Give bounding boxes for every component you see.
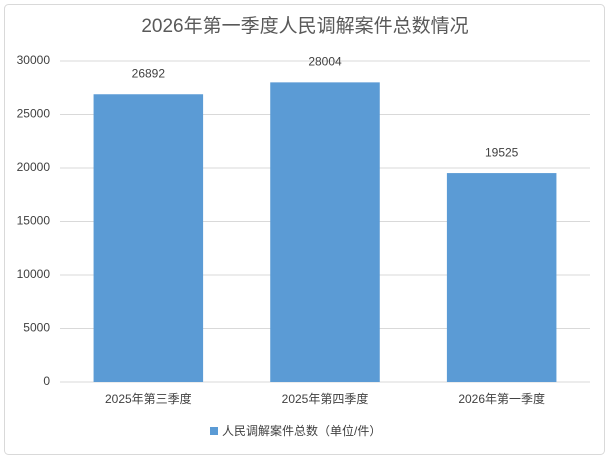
y-tick-label: 30000 <box>17 53 51 67</box>
bar <box>93 94 204 382</box>
legend-label: 人民调解案件总数（单位/件） <box>222 423 381 438</box>
y-tick-label: 10000 <box>17 267 51 281</box>
y-tick-label: 25000 <box>17 107 51 121</box>
y-tick-label: 0 <box>43 374 50 388</box>
data-label: 19525 <box>485 145 519 159</box>
x-tick-label: 2025年第三季度 <box>105 391 192 406</box>
bar <box>270 82 380 382</box>
y-tick-label: 5000 <box>23 321 50 335</box>
x-tick-label: 2026年第一季度 <box>458 391 545 406</box>
data-label: 28004 <box>308 55 342 69</box>
data-label: 26892 <box>132 66 166 80</box>
y-tick-label: 20000 <box>17 160 51 174</box>
x-tick-label: 2025年第四季度 <box>282 391 369 406</box>
y-tick-label: 15000 <box>17 214 51 228</box>
chart-title: 2026年第一季度人民调解案件总数情况 <box>141 15 468 37</box>
legend-swatch <box>210 427 218 435</box>
bar <box>446 173 557 382</box>
